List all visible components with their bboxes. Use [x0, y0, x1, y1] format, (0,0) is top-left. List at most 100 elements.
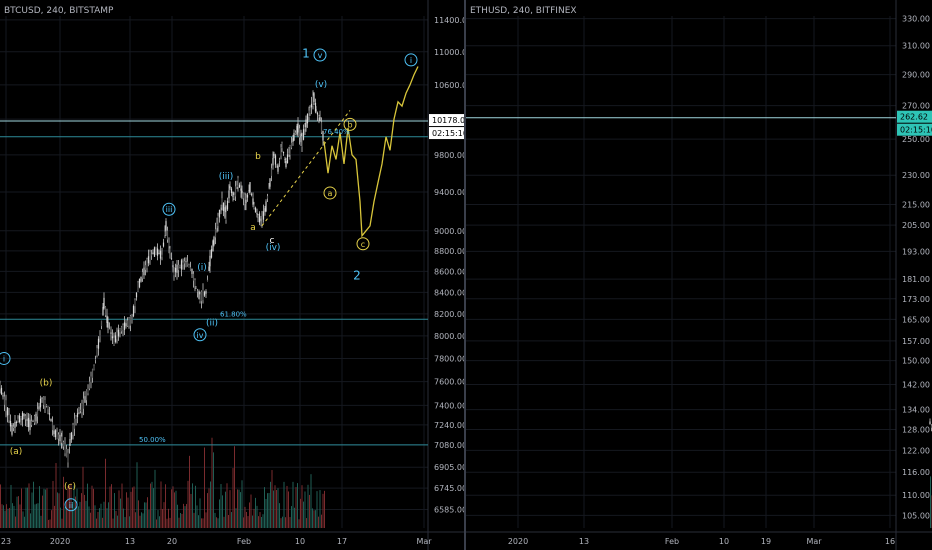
volume-bar [81, 493, 82, 528]
volume-bar [94, 505, 96, 528]
volume-bar [267, 493, 268, 528]
volume-bar [273, 490, 274, 528]
volume-bar [147, 497, 148, 528]
candle-body [78, 412, 80, 414]
candle-body [141, 271, 144, 279]
candle-body [110, 332, 112, 334]
candle-body [23, 413, 25, 417]
candle-body [238, 184, 241, 188]
volume-bar [132, 487, 133, 528]
volume-bar [142, 513, 144, 528]
candle-body [111, 336, 114, 339]
candle-body [276, 164, 278, 166]
volume-bar [154, 469, 156, 528]
volume-bar [268, 492, 270, 528]
volume-bar [204, 447, 205, 528]
volume-bar [93, 488, 94, 528]
candle-body [114, 335, 117, 342]
candle-body [14, 422, 16, 428]
candle-body [249, 182, 251, 193]
wave-label: a [250, 223, 256, 233]
candle-body [228, 190, 230, 199]
btc-chart-panel[interactable]: 11400.0011000.0010600.0010200.009800.009… [0, 0, 464, 550]
volume-bar [300, 498, 301, 528]
volume-bar [6, 504, 7, 528]
wave-label: (a) [10, 447, 23, 457]
candle-body [281, 143, 283, 149]
volume-bar [259, 512, 261, 528]
volume-bar [235, 508, 237, 528]
candle-body [129, 315, 132, 326]
wave-label-circle [193, 328, 207, 342]
candle-body [164, 231, 166, 235]
volume-bar [930, 476, 931, 528]
volume-bar [99, 508, 100, 528]
wave-label: (b) [40, 379, 53, 389]
x-tick-label: 13 [125, 537, 135, 546]
volume-bar [252, 515, 253, 528]
volume-bar [198, 515, 199, 528]
x-tick-label: Feb [237, 537, 251, 546]
candle-body [24, 415, 27, 420]
candle-body [258, 213, 261, 223]
candle-body [233, 195, 235, 199]
candle-body [131, 318, 133, 320]
candle-body [166, 230, 169, 240]
candle-body [309, 107, 311, 114]
candle-body [301, 136, 303, 147]
candle-body [150, 254, 153, 256]
volume-bar [0, 484, 1, 528]
y-tick-label: 10600.00 [434, 81, 464, 90]
volume-bar [279, 503, 280, 528]
volume-bar [130, 491, 132, 528]
candle-body [297, 123, 299, 133]
candle-body [158, 252, 160, 254]
candle-body [202, 289, 204, 301]
volume-bar [177, 504, 178, 528]
candle-body [293, 132, 295, 141]
candle-body [217, 215, 219, 227]
volume-bar [1, 504, 3, 528]
volume-bar [229, 490, 231, 528]
candle-body [930, 425, 932, 428]
candle-body [209, 255, 211, 267]
candle-body [132, 305, 135, 317]
panel-divider[interactable] [464, 0, 466, 550]
volume-bar [54, 505, 55, 528]
volume-bar [129, 516, 130, 528]
candle-body [194, 280, 196, 287]
btc-chart-svg[interactable]: 11400.0011000.0010600.0010200.009800.009… [0, 0, 464, 550]
candle-body [252, 198, 254, 205]
candle-body [180, 260, 183, 270]
volume-bar [49, 519, 51, 528]
volume-bar [190, 493, 192, 528]
volume-bar [169, 517, 171, 528]
candle-body [59, 434, 61, 442]
candle-body [176, 264, 178, 273]
candle-body [81, 403, 83, 413]
volume-bar [63, 476, 64, 528]
candle-body [82, 398, 85, 409]
candle-body [265, 201, 267, 212]
candle-body [199, 294, 201, 302]
candle-body [27, 417, 30, 428]
eth-chart-panel[interactable]: 330.00 310.00 290.00 270.00 250.00 230.00 215.… [466, 0, 932, 550]
volume-bar [277, 488, 279, 528]
x-tick-label: 19 [761, 537, 771, 546]
candle-body [47, 406, 49, 410]
wave-label: 1 [302, 46, 310, 60]
y-tick-label: 150.00 [902, 357, 930, 366]
eth-chart-svg[interactable]: 330.00 310.00 290.00 270.00 250.00 230.00 215.… [466, 0, 932, 550]
candle-body [225, 212, 227, 220]
candle-body [285, 160, 287, 168]
y-tick-label: 9000.00 [434, 227, 464, 236]
volume-bar [19, 504, 21, 528]
volume-bar [313, 510, 315, 528]
candle-body [135, 292, 138, 298]
candle-body [310, 103, 313, 108]
candle-body [44, 400, 46, 407]
y-tick-label: 7800.00 [434, 354, 464, 363]
volume-bar [120, 498, 121, 528]
volume-bar [145, 502, 147, 528]
x-tick-label: 16 [885, 537, 895, 546]
